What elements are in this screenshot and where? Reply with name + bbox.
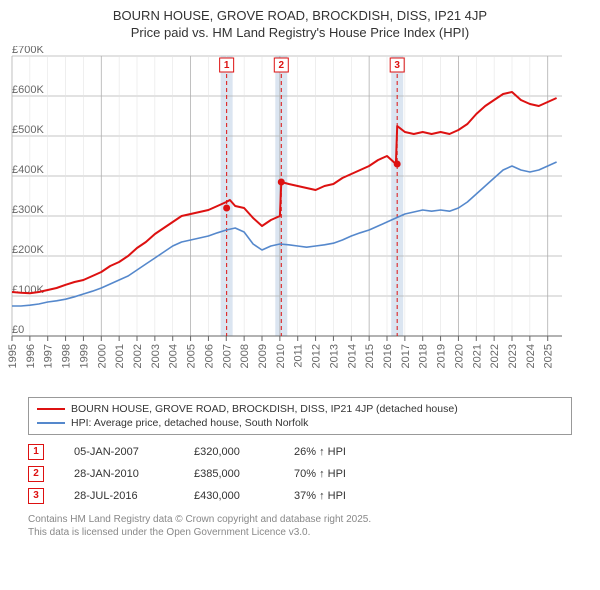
- legend-label: BOURN HOUSE, GROVE ROAD, BROCKDISH, DISS…: [71, 403, 458, 415]
- chart-title: BOURN HOUSE, GROVE ROAD, BROCKDISH, DISS…: [8, 8, 592, 42]
- note-price: £430,000: [194, 490, 264, 502]
- footer-line-2: This data is licensed under the Open Gov…: [28, 526, 572, 539]
- x-tick-label: 2000: [96, 344, 108, 368]
- note-delta: 70% ↑ HPI: [294, 468, 346, 480]
- price-chart-svg: £0 £100K £200K £300K £400K £500K £600K £700K 199…: [8, 46, 568, 386]
- legend: BOURN HOUSE, GROVE ROAD, BROCKDISH, DISS…: [28, 397, 572, 435]
- x-tick-label: 2019: [436, 344, 448, 368]
- x-tick-label: 1995: [8, 344, 19, 368]
- x-tick-label: 2004: [168, 344, 180, 368]
- legend-label: HPI: Average price, detached house, Sout…: [71, 417, 308, 429]
- x-tick-label: 2024: [525, 344, 537, 368]
- x-tick-label: 2021: [471, 344, 483, 368]
- legend-swatch: [37, 408, 65, 410]
- x-tick-label: 2025: [543, 344, 555, 368]
- x-tick-label: 2013: [328, 344, 340, 368]
- y-tick-label: £300K: [12, 204, 44, 216]
- y-tick-label: £200K: [12, 244, 44, 256]
- footer-line-1: Contains HM Land Registry data © Crown c…: [28, 513, 572, 526]
- note-date: 28-JAN-2010: [74, 468, 164, 480]
- chart-area: £0 £100K £200K £300K £400K £500K £600K £700K 199…: [8, 46, 592, 391]
- x-tick-label: 1996: [25, 344, 37, 368]
- legend-row: BOURN HOUSE, GROVE ROAD, BROCKDISH, DISS…: [37, 402, 563, 416]
- x-tick-label: 2007: [221, 344, 233, 368]
- sale-marker-number: 3: [394, 60, 400, 71]
- y-tick-label: £100K: [12, 284, 44, 296]
- x-tick-label: 2017: [400, 344, 412, 368]
- note-row: 3 28-JUL-2016 £430,000 37% ↑ HPI: [28, 485, 572, 507]
- x-tick-label: 2009: [257, 344, 269, 368]
- y-tick-label: £400K: [12, 164, 44, 176]
- legend-row: HPI: Average price, detached house, Sout…: [37, 416, 563, 430]
- note-number-box: 2: [28, 466, 44, 482]
- footer-attribution: Contains HM Land Registry data © Crown c…: [28, 513, 572, 539]
- x-tick-label: 2020: [453, 344, 465, 368]
- x-tick-label: 2016: [382, 344, 394, 368]
- x-tick-label: 2011: [293, 344, 305, 368]
- y-tick-label: £600K: [12, 84, 44, 96]
- x-tick-label: 2014: [346, 344, 358, 368]
- x-tick-label: 2010: [275, 344, 287, 368]
- x-tick-label: 2018: [418, 344, 430, 368]
- note-number-box: 3: [28, 488, 44, 504]
- x-tick-label: 2008: [239, 344, 251, 368]
- x-tick-label: 2012: [311, 344, 323, 368]
- note-row: 2 28-JAN-2010 £385,000 70% ↑ HPI: [28, 463, 572, 485]
- sale-point: [223, 204, 230, 211]
- x-tick-label: 2015: [364, 344, 376, 368]
- legend-swatch: [37, 422, 65, 424]
- x-tick-label: 2022: [489, 344, 501, 368]
- sale-marker-number: 1: [224, 60, 230, 71]
- x-tick-label: 2005: [186, 344, 198, 368]
- title-line-2: Price paid vs. HM Land Registry's House …: [8, 25, 592, 42]
- x-tick-label: 2023: [507, 344, 519, 368]
- note-price: £385,000: [194, 468, 264, 480]
- note-date: 28-JUL-2016: [74, 490, 164, 502]
- x-tick-label: 2002: [132, 344, 144, 368]
- x-tick-label: 1997: [43, 344, 55, 368]
- y-tick-label: £500K: [12, 124, 44, 136]
- y-tick-label: £0: [12, 324, 24, 336]
- y-tick-label: £700K: [12, 46, 44, 56]
- x-tick-label: 2003: [150, 344, 162, 368]
- x-tick-label: 2001: [114, 344, 126, 368]
- note-number-box: 1: [28, 444, 44, 460]
- title-line-1: BOURN HOUSE, GROVE ROAD, BROCKDISH, DISS…: [8, 8, 592, 25]
- note-date: 05-JAN-2007: [74, 446, 164, 458]
- x-tick-label: 2006: [203, 344, 215, 368]
- note-delta: 37% ↑ HPI: [294, 490, 346, 502]
- x-tick-label: 1999: [78, 344, 90, 368]
- sale-point: [394, 160, 401, 167]
- sale-marker-number: 2: [279, 60, 285, 71]
- sale-point: [278, 178, 285, 185]
- note-row: 1 05-JAN-2007 £320,000 26% ↑ HPI: [28, 441, 572, 463]
- note-price: £320,000: [194, 446, 264, 458]
- x-tick-label: 1998: [61, 344, 73, 368]
- note-delta: 26% ↑ HPI: [294, 446, 346, 458]
- sale-notes: 1 05-JAN-2007 £320,000 26% ↑ HPI 2 28-JAN-201…: [28, 441, 572, 507]
